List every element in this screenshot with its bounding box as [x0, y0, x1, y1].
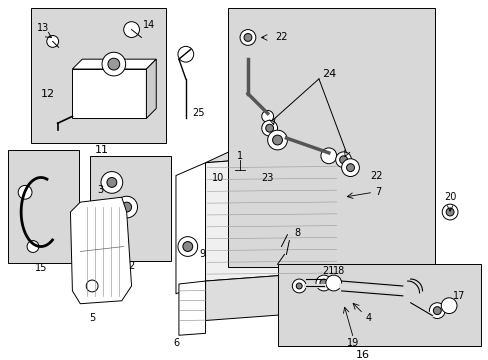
Circle shape [267, 130, 287, 150]
Circle shape [272, 135, 282, 145]
Text: 11: 11 [95, 145, 109, 155]
Circle shape [261, 111, 273, 122]
Circle shape [178, 46, 193, 62]
Text: 25: 25 [192, 108, 204, 118]
Text: 19: 19 [346, 338, 359, 348]
Text: 13: 13 [37, 23, 49, 33]
Circle shape [432, 307, 440, 315]
Polygon shape [146, 59, 156, 118]
Text: 15: 15 [35, 263, 47, 273]
Text: 17: 17 [452, 291, 464, 301]
Circle shape [296, 283, 302, 289]
Polygon shape [70, 197, 131, 304]
Circle shape [315, 275, 331, 291]
Circle shape [244, 33, 251, 41]
Text: 1: 1 [237, 151, 243, 161]
Text: 14: 14 [143, 20, 155, 30]
Circle shape [183, 242, 192, 251]
Bar [8, 150, 79, 263]
Circle shape [108, 58, 120, 70]
Text: 12: 12 [41, 89, 55, 99]
Circle shape [335, 152, 351, 168]
Text: 22: 22 [275, 32, 287, 42]
Circle shape [178, 237, 197, 256]
Circle shape [261, 120, 277, 136]
Circle shape [86, 280, 98, 292]
Circle shape [319, 279, 327, 287]
Circle shape [325, 275, 341, 291]
Circle shape [265, 124, 273, 132]
Text: 6: 6 [173, 338, 179, 348]
Text: 5: 5 [89, 312, 95, 323]
Circle shape [342, 292, 350, 300]
Circle shape [441, 204, 457, 220]
Circle shape [107, 177, 117, 187]
Bar [90, 156, 171, 261]
Text: 21: 21 [322, 266, 334, 276]
Circle shape [320, 148, 336, 164]
Bar [31, 8, 166, 143]
Circle shape [18, 185, 32, 199]
Text: 10: 10 [212, 172, 224, 183]
Circle shape [47, 36, 59, 47]
Circle shape [341, 159, 359, 176]
Polygon shape [176, 163, 205, 294]
Circle shape [283, 229, 295, 240]
Circle shape [27, 240, 39, 252]
Circle shape [339, 156, 347, 164]
Circle shape [440, 298, 456, 314]
Text: 18: 18 [332, 266, 344, 276]
Text: 4: 4 [365, 312, 370, 323]
Text: 22: 22 [369, 171, 382, 180]
Text: 2: 2 [128, 261, 134, 271]
Circle shape [240, 30, 255, 45]
Text: 16: 16 [356, 350, 369, 360]
Text: 23: 23 [261, 172, 273, 183]
Text: 7: 7 [374, 187, 381, 197]
Text: 3: 3 [97, 185, 103, 195]
Polygon shape [205, 153, 338, 281]
Circle shape [346, 164, 354, 172]
Circle shape [338, 288, 354, 304]
Polygon shape [338, 140, 366, 271]
Polygon shape [72, 59, 156, 69]
Circle shape [102, 52, 125, 76]
Circle shape [116, 196, 137, 218]
Circle shape [123, 22, 139, 37]
Bar [228, 8, 434, 267]
Circle shape [428, 303, 444, 319]
Circle shape [292, 279, 305, 293]
Polygon shape [205, 271, 338, 320]
Circle shape [122, 202, 131, 212]
Bar [72, 69, 146, 118]
Polygon shape [179, 281, 205, 335]
Bar [277, 264, 480, 346]
Text: 9: 9 [199, 249, 205, 260]
Text: 20: 20 [443, 192, 455, 202]
Circle shape [101, 172, 122, 193]
Polygon shape [205, 140, 366, 163]
Circle shape [445, 208, 453, 216]
Text: 8: 8 [294, 228, 300, 238]
Text: 24: 24 [321, 69, 335, 79]
